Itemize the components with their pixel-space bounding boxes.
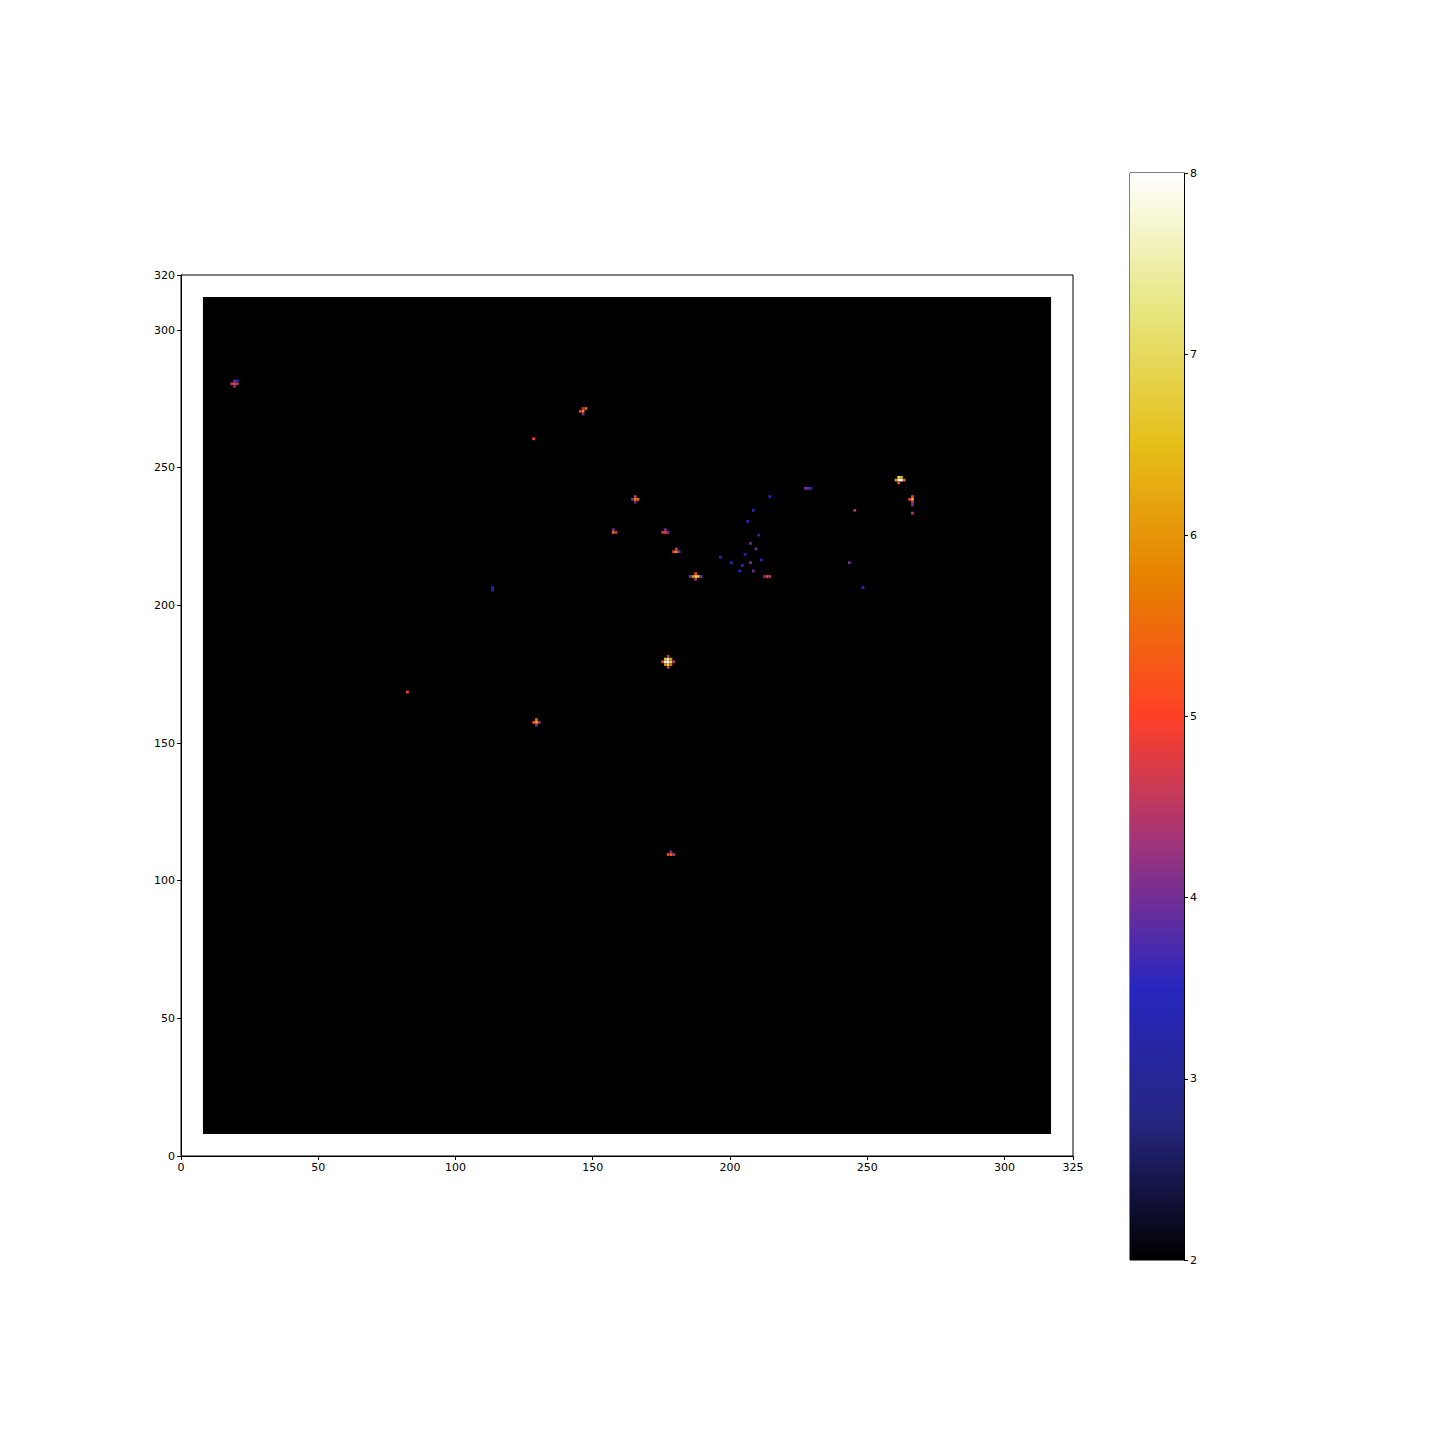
svg-text:100: 100: [445, 1161, 466, 1174]
svg-text:0: 0: [168, 1150, 175, 1163]
svg-text:200: 200: [154, 599, 175, 612]
svg-text:200: 200: [719, 1161, 740, 1174]
svg-text:7: 7: [1190, 348, 1197, 361]
svg-text:50: 50: [161, 1012, 175, 1025]
svg-text:300: 300: [994, 1161, 1015, 1174]
svg-text:150: 150: [154, 737, 175, 750]
svg-text:5: 5: [1190, 710, 1197, 723]
svg-text:50: 50: [311, 1161, 325, 1174]
svg-text:6: 6: [1190, 529, 1197, 542]
svg-text:0: 0: [178, 1161, 185, 1174]
svg-text:100: 100: [154, 874, 175, 887]
svg-text:325: 325: [1063, 1161, 1084, 1174]
svg-text:4: 4: [1190, 891, 1197, 904]
svg-text:300: 300: [154, 324, 175, 337]
svg-text:320: 320: [154, 269, 175, 282]
svg-text:2: 2: [1190, 1254, 1197, 1267]
svg-text:250: 250: [154, 461, 175, 474]
svg-text:150: 150: [582, 1161, 603, 1174]
svg-text:8: 8: [1190, 167, 1197, 180]
svg-text:250: 250: [857, 1161, 878, 1174]
svg-text:3: 3: [1190, 1072, 1197, 1085]
